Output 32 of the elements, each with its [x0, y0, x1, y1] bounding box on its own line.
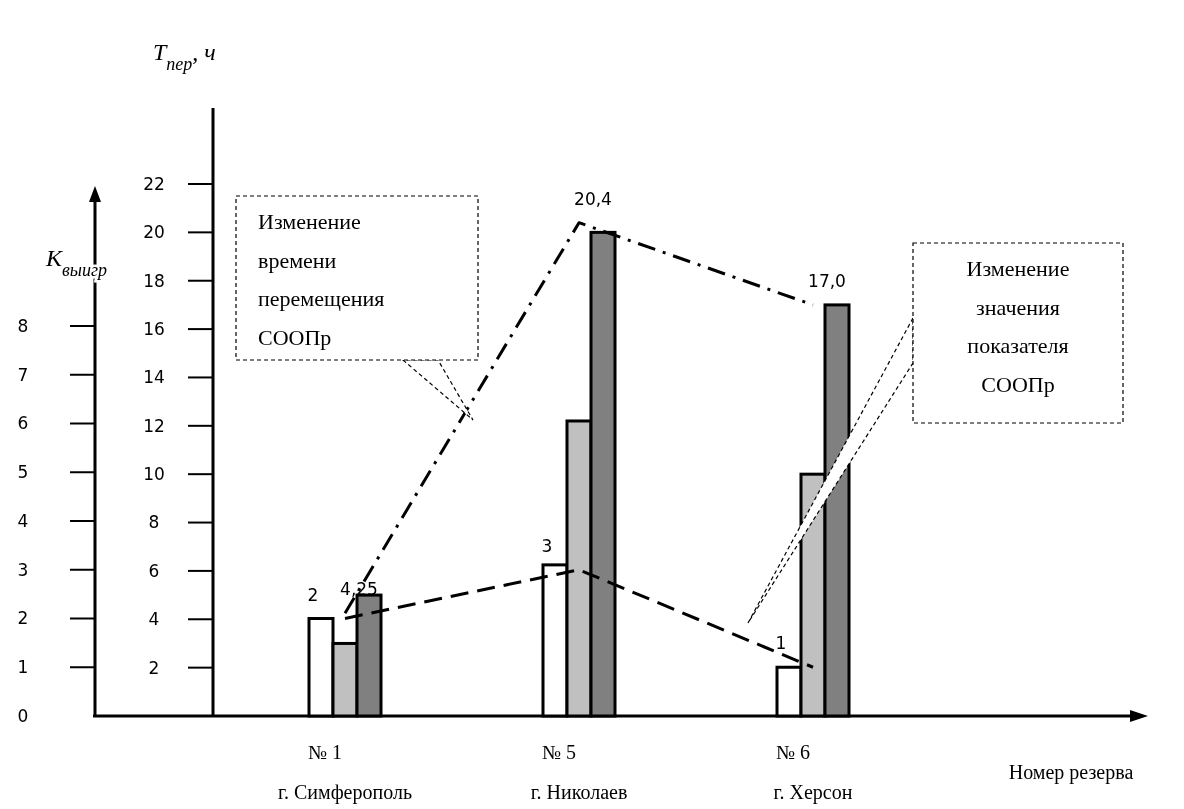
y-tick-label: 6 [17, 413, 29, 434]
data-label: 20,4 [574, 188, 612, 209]
x-axis-title: Номер резерва [1008, 761, 1134, 784]
y-tick-label: 1 [17, 657, 29, 678]
y2-tick-label: 4 [148, 609, 160, 630]
y2-tick-label: 12 [143, 415, 165, 436]
x-tick-label: № 1 г. Симферополь [277, 741, 413, 804]
data-label: 3 [541, 535, 553, 556]
y2-tick-label: 20 [143, 222, 165, 243]
y-tick-label: 7 [17, 364, 29, 385]
y-tick-label: 4 [17, 510, 29, 531]
y-tick-label: 8 [17, 315, 29, 336]
y2-tick-label: 16 [143, 319, 165, 340]
x-tick-label: № 6 г. Херсон [773, 741, 853, 804]
y-tick-label: 2 [17, 608, 29, 629]
y2-tick-label: 22 [143, 173, 165, 194]
data-label: 17,0 [808, 270, 846, 291]
y2-tick-label: 2 [148, 657, 160, 678]
y2-tick-label: 10 [143, 464, 165, 485]
y2-tick-label: 6 [148, 560, 160, 581]
y-tick-label: 5 [17, 462, 29, 483]
y2-tick-label: 14 [143, 367, 165, 388]
y2-axis-title: T$_{пер}$, ч [153, 39, 216, 74]
y2-tick-label: 18 [143, 270, 165, 291]
data-label: 2 [307, 584, 319, 605]
annotation: Изменение времени перемещения СООПр [258, 209, 385, 350]
y-tick-label: 0 [17, 705, 29, 726]
y-tick-label: 3 [17, 559, 29, 580]
text: Изменение значения показателя СООПр [966, 256, 1070, 397]
y2-tick-label: 8 [148, 512, 160, 533]
data-label: 1 [775, 633, 787, 654]
x-tick-label: № 5 г. Николаев [530, 741, 628, 803]
